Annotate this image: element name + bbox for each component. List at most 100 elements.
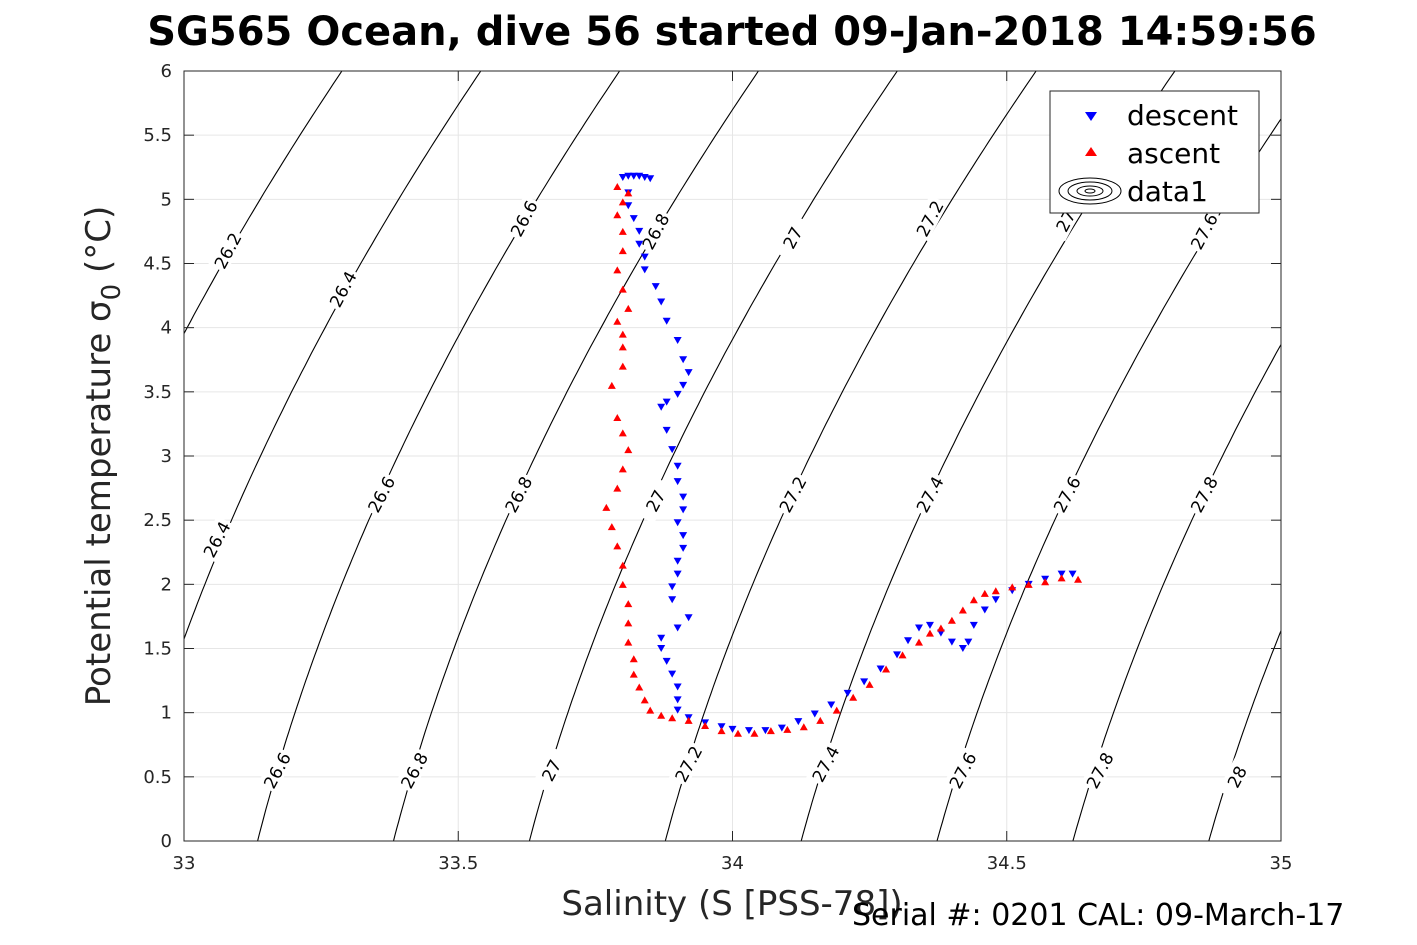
data-series — [602, 172, 1083, 737]
ascent-point — [668, 714, 677, 722]
ascent-point — [618, 198, 627, 206]
ascent-point — [624, 304, 633, 312]
y-tick-label: 4 — [161, 318, 172, 339]
y-tick-label: 2 — [161, 574, 172, 595]
density-contour-label: 27.2 — [910, 194, 949, 242]
ascent-point — [618, 561, 627, 569]
descent-point — [673, 557, 682, 565]
descent-point — [794, 718, 803, 726]
descent-point — [810, 710, 819, 718]
descent-point — [618, 174, 627, 182]
ascent-point — [618, 227, 627, 235]
ascent-point — [816, 716, 825, 724]
descent-point — [651, 283, 660, 291]
y-tick-label: 1.5 — [143, 639, 172, 660]
ascent-point — [733, 729, 742, 737]
descent-point — [668, 446, 677, 454]
density-contour-label-bg — [773, 214, 811, 261]
descent-point — [673, 390, 682, 398]
ascent-point — [991, 587, 1000, 595]
ascent-point — [766, 727, 775, 735]
density-contour-label-bg — [943, 746, 981, 794]
y-tick-label: 3 — [161, 446, 172, 467]
ascent-point — [613, 414, 622, 421]
legend-ascent-marker — [1085, 147, 1097, 156]
descent-point — [679, 356, 688, 364]
density-contour-label-bg — [636, 207, 674, 255]
ascent-point — [618, 429, 627, 437]
descent-point — [657, 298, 666, 306]
ascent-point — [657, 711, 666, 719]
ascent-point — [624, 446, 633, 454]
descent-point — [629, 215, 638, 223]
ascent-point — [783, 725, 792, 733]
density-contour-label-bg — [1217, 753, 1255, 800]
density-contour-label: 26.6 — [504, 194, 543, 242]
descent-point — [860, 678, 869, 686]
descent-point — [662, 398, 671, 406]
descent-point — [668, 596, 677, 604]
density-contour-labels: 26.226.426.6 26.8 27 27.2 27. 27.626.426.6 26.… — [197, 194, 1255, 800]
descent-point — [843, 689, 852, 697]
density-contour-label-bg — [669, 740, 707, 787]
descent-point — [624, 202, 633, 210]
density-contour-label: 26.2 — [208, 226, 246, 274]
descent-point — [662, 657, 671, 665]
density-contour-label: 27.8 — [1080, 746, 1119, 794]
density-contour-label-bg — [1047, 470, 1085, 518]
descent-point — [904, 637, 913, 645]
density-contour-label: 27.4 — [910, 470, 949, 518]
density-contour-line — [184, 71, 482, 641]
ascent-point — [750, 729, 759, 737]
ascent-point — [607, 381, 616, 389]
descent-point — [679, 381, 688, 389]
density-contour-line — [1208, 629, 1281, 841]
ascent-point — [898, 651, 907, 659]
density-contour-label-bg — [636, 477, 674, 524]
x-tick-label: 34 — [721, 853, 744, 874]
ascent-point — [613, 542, 622, 550]
y-axis-label-main: Potential temperature — [79, 333, 119, 706]
ascent-point — [613, 266, 622, 274]
ascent-point — [602, 503, 611, 511]
y-axis-label-subscript: 0 — [97, 284, 127, 301]
descent-point — [1068, 570, 1077, 578]
descent-point — [673, 696, 682, 704]
descent-point — [673, 570, 682, 578]
descent-point — [657, 645, 666, 652]
descent-point — [662, 317, 671, 325]
ascent-point — [1074, 575, 1083, 583]
y-tick-label: 6 — [161, 61, 172, 82]
ascent-point — [618, 330, 627, 338]
density-contour-label-bg — [1080, 746, 1118, 794]
legend-descent-marker — [1085, 112, 1097, 121]
ascent-point — [613, 317, 622, 325]
ascent-point — [613, 484, 622, 492]
density-contour-label: 26.8 — [394, 746, 433, 794]
density-contour-label-bg — [394, 746, 433, 794]
ascent-point — [646, 706, 655, 714]
density-contour-label: 27 — [636, 477, 674, 524]
descent-point — [657, 403, 666, 411]
descent-point — [1057, 570, 1066, 578]
density-contour-label: 26.6 — [361, 470, 400, 518]
y-tick-label: 1 — [161, 703, 172, 724]
ascent-point — [849, 693, 858, 701]
descent-point — [668, 670, 677, 678]
descent-point — [673, 478, 682, 486]
density-contour-label: 27.6 — [943, 746, 981, 794]
density-contour-label-bg — [504, 194, 542, 242]
density-contour-label-bg — [1184, 470, 1223, 518]
ascent-point — [914, 638, 923, 646]
y-tick-label: 4.5 — [143, 254, 172, 275]
ascent-point — [624, 638, 633, 646]
ascent-point — [618, 580, 627, 588]
descent-point — [673, 337, 682, 344]
density-contour-label-bg — [1184, 207, 1223, 255]
descent-point — [684, 614, 693, 622]
y-axis-label: Potential temperature σ0 (°C) — [79, 206, 129, 706]
ascent-point — [701, 722, 710, 729]
ascent-point — [640, 696, 649, 704]
legend-box — [1049, 90, 1260, 214]
